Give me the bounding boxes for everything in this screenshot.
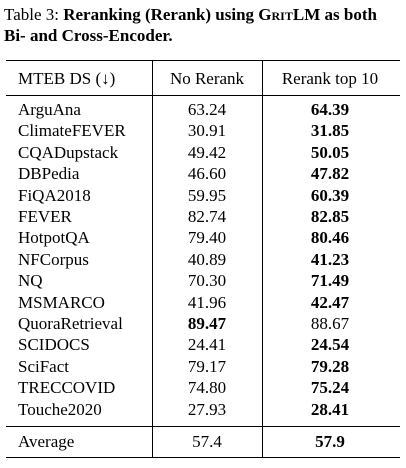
table-cell: 47.82 xyxy=(310,164,350,184)
footer-cell: 57.9 xyxy=(315,432,345,451)
table-cell: 42.47 xyxy=(310,292,350,312)
table-cell: ArguAna xyxy=(18,100,81,119)
table-cell: 31.85 xyxy=(310,121,350,141)
table-cell: 27.93 xyxy=(187,399,227,419)
header-cell: No Rerank xyxy=(169,69,245,88)
table-cell: FiQA2018 xyxy=(18,185,91,205)
table-cell: HotpotQA xyxy=(18,228,90,248)
table-cell: 24.41 xyxy=(187,335,227,355)
table-cell: 60.39 xyxy=(310,185,350,205)
table-cell: DBPedia xyxy=(18,164,80,184)
table-cell: ClimateFEVER xyxy=(18,121,126,141)
table-cell: 79.28 xyxy=(310,356,350,376)
table-cell: Touche2020 xyxy=(18,399,102,419)
table-cell: 82.85 xyxy=(310,207,350,226)
table-cell: 79.40 xyxy=(187,228,227,248)
caption-label: Table 3: xyxy=(4,5,59,24)
column-divider xyxy=(152,60,153,457)
table-cell: 30.91 xyxy=(187,121,227,141)
table-cell: 63.24 xyxy=(187,100,227,119)
table-cell: 59.95 xyxy=(187,185,227,205)
table-cell: 80.46 xyxy=(310,228,350,248)
table-cell: TRECCOVID xyxy=(18,378,116,398)
caption-text: as both Bi- and Cross-Encoder. xyxy=(4,5,377,45)
table-cell: 50.05 xyxy=(310,142,350,162)
footer-cell: Average xyxy=(18,432,75,451)
table-cell: SCIDOCS xyxy=(18,335,90,355)
table-cell: 88.67 xyxy=(310,314,350,333)
caption-text: Reranking (Rerank) using xyxy=(63,5,259,24)
table-cell: 89.47 xyxy=(187,314,227,333)
table-cell: 64.39 xyxy=(310,100,350,119)
header-cell: MTEB DS (↓) xyxy=(18,69,116,88)
column-divider xyxy=(262,60,263,457)
table-cell: 70.30 xyxy=(187,271,227,291)
caption: Table 3: Reranking (Rerank) using GritLM… xyxy=(4,4,402,46)
table-cell: 24.54 xyxy=(310,335,350,355)
table-cell: 40.89 xyxy=(187,249,227,269)
caption-text: GritLM xyxy=(258,5,321,24)
header-cell: Rerank top 10 xyxy=(281,69,379,88)
table-cell: NQ xyxy=(18,271,43,291)
table-cell: 41.96 xyxy=(187,292,227,312)
footer-cell: 57.4 xyxy=(192,432,222,451)
table-cell: QuoraRetrieval xyxy=(18,314,123,333)
table-cell: 75.24 xyxy=(310,378,350,398)
table-cell: MSMARCO xyxy=(18,292,105,312)
table-cell: 79.17 xyxy=(187,356,227,376)
header-rule xyxy=(6,95,400,96)
table-cell: 82.74 xyxy=(187,207,227,226)
table-cell: 71.49 xyxy=(310,271,350,291)
caption-title: Reranking (Rerank) using GritLM as both … xyxy=(4,5,377,45)
table-cell: SciFact xyxy=(18,356,69,376)
table-cell: 41.23 xyxy=(310,249,350,269)
table-cell: NFCorpus xyxy=(18,249,89,269)
bottom-rule xyxy=(6,457,400,458)
table-cell: 46.60 xyxy=(187,164,227,184)
table-cell: FEVER xyxy=(18,207,72,226)
body-rule xyxy=(6,426,400,427)
table-cell: CQADupstack xyxy=(18,142,119,162)
table-cell: 49.42 xyxy=(187,142,227,162)
top-rule xyxy=(6,60,400,61)
table-cell: 28.41 xyxy=(310,399,350,419)
table-cell: 74.80 xyxy=(187,378,227,398)
